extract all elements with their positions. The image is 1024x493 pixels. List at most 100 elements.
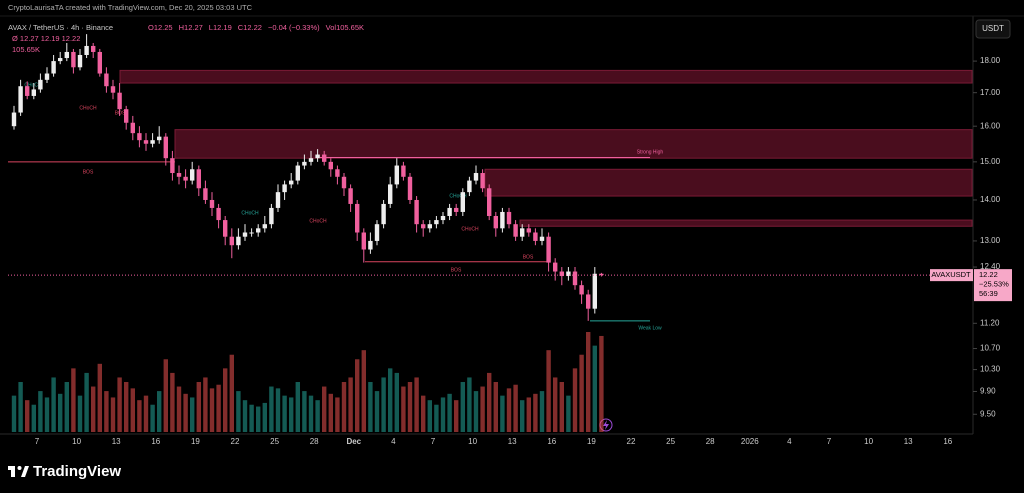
volume-bar (196, 382, 201, 432)
candle-body (117, 92, 122, 110)
candle-body (51, 61, 56, 74)
candle-body (163, 136, 168, 159)
volume-bar (262, 402, 267, 432)
volume-bar (533, 393, 538, 432)
candle-body (546, 236, 551, 263)
y-tick-label: 18.00 (980, 56, 1001, 65)
volume-bar (170, 372, 175, 432)
volume-bar (487, 372, 492, 432)
footer-logo (8, 466, 29, 477)
candle-body (275, 192, 281, 208)
legend-value: H12.27 (179, 23, 203, 32)
candle-body (599, 273, 604, 276)
candle-body (460, 192, 465, 212)
x-tick-label: 19 (191, 437, 200, 446)
volume-bar (361, 350, 366, 432)
candle-body (183, 176, 188, 181)
x-tick-label: 4 (787, 437, 792, 446)
structure-label: BOS (523, 254, 534, 260)
x-tick-label: Dec (346, 437, 361, 446)
x-tick-label: 16 (943, 437, 952, 446)
candle-body (31, 89, 36, 96)
candle-body (97, 51, 102, 74)
structure-label: CHoCH (309, 218, 327, 224)
volume-bar (500, 395, 505, 432)
volume-bar (282, 395, 287, 432)
volume-bar (229, 354, 234, 432)
volume-bar (407, 382, 413, 432)
volume-bar (216, 384, 221, 432)
x-tick-label: 25 (270, 437, 279, 446)
indicator-line: Ø 12.27 12.19 12.22 (12, 34, 80, 43)
y-tick-label: 11.20 (980, 318, 1000, 327)
unit-box[interactable] (975, 19, 1011, 39)
volume-bar (394, 372, 399, 432)
x-tick-label: 7 (827, 437, 832, 446)
x-tick-label: 25 (666, 437, 675, 446)
candle-body (553, 262, 558, 272)
x-tick-label: 10 (72, 437, 81, 446)
volume-bar (480, 386, 485, 432)
candle-body (572, 271, 578, 286)
logo-part (21, 466, 29, 477)
volume-bar (143, 395, 149, 432)
x-tick-label: 13 (508, 437, 517, 446)
volume-bar (124, 382, 129, 432)
legend-value: C12.22 (238, 23, 262, 32)
candle-body (308, 158, 314, 162)
volume-bar (91, 386, 96, 432)
volume-bar (460, 382, 465, 432)
volume-bar (473, 391, 479, 432)
volume-bar (322, 386, 327, 432)
symbol-tag-text: AVAXUSDT (931, 270, 971, 279)
candle-body (388, 184, 393, 204)
candle-body (520, 228, 525, 237)
volume-bar (51, 377, 56, 432)
candle-body (374, 224, 380, 241)
structure-label: BOS (451, 267, 462, 273)
x-tick-label: 2026 (741, 437, 759, 446)
candle-body (401, 165, 406, 177)
lightning-bolt (603, 420, 609, 430)
candle-body (236, 236, 241, 246)
candle-body (348, 188, 353, 204)
volume-bar (84, 372, 89, 432)
x-tick-label: 22 (231, 437, 240, 446)
x-tick-label: 19 (587, 437, 596, 446)
x-tick-label: 13 (112, 437, 121, 446)
candle-body (223, 220, 228, 237)
volume-bar (130, 388, 135, 432)
candle-body (282, 184, 287, 193)
volume-bar (31, 404, 36, 432)
structure-label: Weak Low (638, 325, 662, 331)
volume-bar (586, 332, 591, 432)
y-tick-label: 9.50 (980, 409, 996, 418)
candle-body (269, 207, 274, 225)
candle-body (447, 207, 452, 216)
legend-value: −0.04 (−0.33%) (268, 23, 320, 32)
price-tag-price: 12.22 (979, 270, 998, 279)
volume-bar (401, 386, 406, 432)
x-tick-label: 7 (35, 437, 40, 446)
candle-body (427, 224, 432, 229)
candle-body (480, 173, 485, 189)
supply-zone (174, 129, 973, 159)
candle-body (394, 165, 399, 185)
candle-body (91, 45, 96, 52)
candle-body (467, 180, 472, 193)
candle-body (592, 273, 597, 309)
volume-bar (579, 354, 584, 432)
volume-bar (110, 397, 116, 432)
volume-bar (513, 384, 518, 432)
volume-bar (249, 404, 254, 432)
candle-body (539, 236, 545, 241)
structure-label: BOS (83, 169, 94, 175)
candle-body (262, 224, 267, 229)
volume-bar (157, 391, 162, 432)
legend-value: Vol105.65K (326, 23, 364, 32)
volume-bar (599, 335, 604, 432)
price-tag-countdown: 56:39 (979, 289, 998, 298)
volume-bar (11, 395, 17, 432)
structure-label: CHoCH (449, 193, 467, 199)
